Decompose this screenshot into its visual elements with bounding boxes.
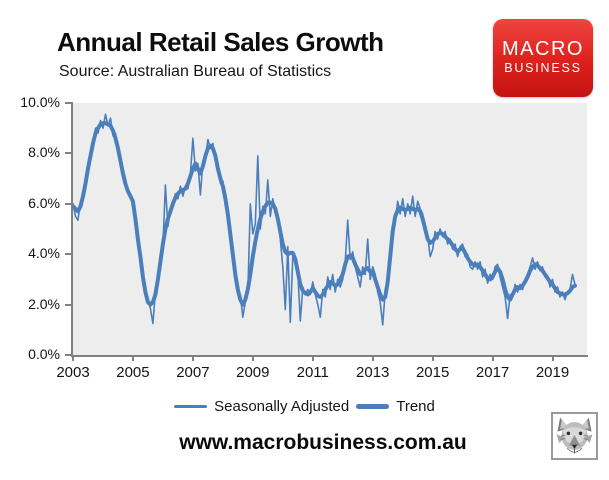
chart-legend: Seasonally Adjusted Trend: [0, 398, 609, 415]
y-tick-label: 0.0%: [28, 346, 60, 362]
y-axis-line: [71, 102, 73, 357]
x-tick-label: 2013: [356, 364, 390, 381]
x-tick-label: 2017: [475, 364, 510, 381]
y-tick-label: 6.0%: [28, 194, 60, 211]
y-tick-label: 8.0%: [28, 144, 60, 161]
website-url: www.macrobusiness.com.au: [179, 431, 467, 454]
y-tick-label: 10.0%: [20, 94, 60, 110]
y-tick: [65, 354, 72, 356]
x-tick: [551, 356, 554, 361]
x-tick-label: 2003: [56, 364, 90, 381]
logo-text-business: BUSINESS: [504, 61, 582, 76]
x-tick-label: 2007: [176, 364, 210, 381]
x-tick-label: 2009: [236, 364, 270, 381]
y-tick: [65, 303, 72, 306]
legend-label-trend: Trend: [396, 398, 435, 415]
plot-canvas: [73, 103, 587, 355]
y-tick: [65, 102, 72, 104]
x-tick: [72, 356, 74, 361]
x-axis-line: [71, 355, 588, 357]
wolf-icon: [551, 412, 598, 460]
y-tick-label: 2.0%: [28, 295, 60, 312]
legend-thin-line-swatch: [174, 405, 208, 408]
x-tick-label: 2005: [116, 364, 150, 381]
source-note: Source: Australian Bureau of Statistics: [59, 63, 332, 80]
wolf-face-drawing: [556, 417, 593, 454]
x-tick: [431, 356, 434, 361]
logo-text-macro: MACRO: [502, 38, 584, 61]
macrobusiness-logo: MACRO BUSINESS: [493, 19, 593, 97]
y-tick: [65, 202, 72, 205]
x-tick-label: 2019: [535, 364, 570, 381]
y-tick-label: 4.0%: [28, 245, 60, 262]
page-title: Annual Retail Sales Growth: [57, 27, 384, 57]
x-tick: [491, 356, 494, 361]
plot-background: [73, 103, 587, 355]
x-tick: [191, 356, 194, 361]
legend-thick-line-swatch: [356, 403, 390, 410]
x-tick-label: 2011: [296, 364, 329, 381]
y-tick: [65, 152, 72, 155]
series-line-trend: [73, 121, 577, 307]
legend-label-seasonally-adjusted: Seasonally Adjusted: [214, 398, 350, 415]
x-tick-label: 2015: [415, 364, 450, 381]
y-tick: [65, 253, 72, 256]
x-tick: [311, 356, 314, 361]
x-tick: [371, 356, 374, 361]
x-tick: [131, 356, 134, 361]
x-tick: [251, 356, 254, 361]
